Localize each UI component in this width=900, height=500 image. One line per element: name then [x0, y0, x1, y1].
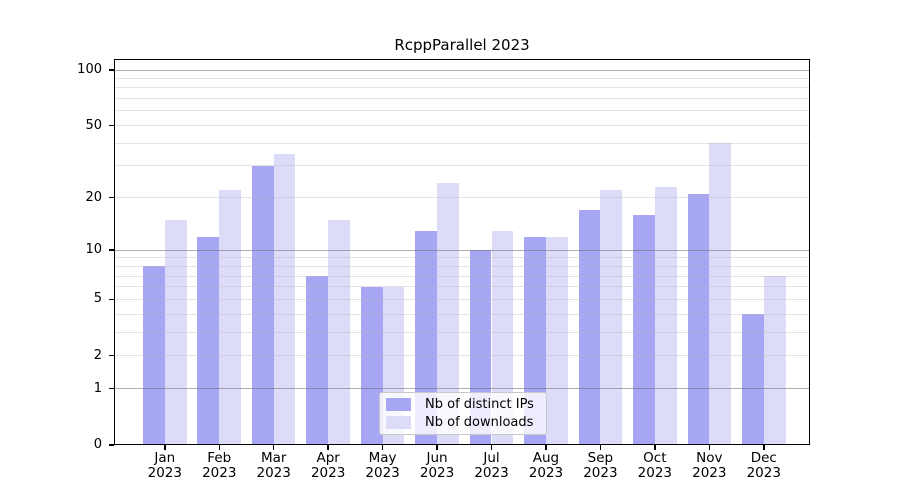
bar-downloads-aug: [545, 236, 568, 445]
x-tick-label-apr: Apr 2023: [310, 450, 346, 481]
x-tick-label-mar: Mar 2023: [256, 450, 291, 481]
gridline-minor-8: [114, 265, 810, 267]
x-tick-mark-aug: [545, 445, 547, 450]
x-tick-mark-nov: [708, 445, 711, 450]
y-tick-mark-50: [109, 124, 114, 127]
legend-swatch-downloads: [386, 415, 411, 429]
gridline-minor-2: [114, 355, 810, 357]
bar-downloads-jun: [437, 183, 459, 445]
gridline-minor-5: [114, 298, 810, 300]
y-tick-label-100: 100: [77, 62, 102, 77]
x-tick-label-sep: Sep 2023: [583, 450, 618, 481]
gridline-minor-20: [114, 197, 810, 199]
x-tick-mark-mar: [272, 445, 275, 450]
x-tick-mark-dec: [763, 445, 765, 450]
y-tick-label-10: 10: [85, 242, 102, 258]
gridline-minor-60: [114, 110, 810, 112]
x-tick-mark-sep: [599, 445, 602, 450]
bar-distinct-ips-oct: [633, 214, 655, 445]
gridline-minor-7: [114, 275, 810, 277]
bar-distinct-ips-jun: [415, 230, 438, 445]
legend-item-distinct-ips: Nb of distinct IPs: [386, 397, 540, 412]
bar-distinct-ips-sep: [578, 210, 601, 445]
gridline-minor-9: [114, 257, 810, 259]
y-tick-mark-10: [109, 249, 114, 251]
y-tick-mark-20: [109, 196, 114, 199]
y-tick-mark-1: [109, 387, 114, 390]
y-tick-label-0: 0: [93, 437, 102, 452]
x-tick-label-dec: Dec 2023: [746, 450, 781, 481]
y-tick-mark-5: [109, 298, 114, 301]
bar-downloads-dec: [763, 276, 786, 445]
gridline-minor-80: [114, 87, 810, 89]
y-tick-label-1: 1: [93, 380, 102, 396]
bar-distinct-ips-dec: [741, 314, 764, 445]
grid-layer: [114, 59, 810, 445]
bar-downloads-nov: [709, 143, 732, 445]
y-tick-mark-100: [109, 69, 114, 71]
bar-downloads-mar: [273, 153, 296, 445]
bar-distinct-ips-feb: [197, 236, 220, 445]
y-tick-label-20: 20: [85, 189, 102, 205]
legend: Nb of distinct IPs Nb of downloads: [379, 392, 547, 435]
x-tick-mark-jul: [490, 445, 493, 450]
y-tick-label-2: 2: [93, 347, 102, 363]
bar-distinct-ips-apr: [306, 276, 329, 445]
x-tick-label-aug: Aug 2023: [528, 450, 564, 481]
x-tick-mark-apr: [327, 445, 329, 450]
x-tick-label-jul: Jul 2023: [474, 450, 509, 481]
gridline-major-1: [114, 388, 810, 390]
y-tick-label-5: 5: [93, 291, 102, 307]
chart-title: RcppParallel 2023: [394, 36, 530, 54]
bar-downloads-jul: [491, 230, 514, 445]
bar-distinct-ips-mar: [251, 165, 274, 445]
gridline-major-10: [114, 249, 810, 251]
x-tick-label-oct: Oct 2023: [637, 450, 673, 481]
legend-item-downloads: Nb of downloads: [386, 415, 540, 430]
gridline-minor-90: [114, 77, 810, 79]
x-tick-mark-may: [381, 445, 384, 450]
legend-swatch-distinct-ips: [386, 398, 411, 412]
x-tick-mark-jan: [164, 445, 166, 450]
gridline-minor-4: [114, 313, 810, 315]
y-tick-mark-2: [109, 354, 114, 357]
y-tick-label-50: 50: [85, 117, 102, 133]
x-tick-label-feb: Feb 2023: [202, 450, 237, 481]
gridline-major-100: [114, 69, 810, 71]
legend-label-downloads: Nb of downloads: [425, 414, 534, 430]
x-tick-label-nov: Nov 2023: [692, 450, 727, 481]
legend-label-distinct-ips: Nb of distinct IPs: [425, 397, 534, 413]
bar-downloads-sep: [600, 190, 623, 445]
x-tick-label-jan: Jan 2023: [147, 450, 182, 481]
gridline-minor-70: [114, 98, 810, 100]
bar-distinct-ips-jan: [143, 266, 165, 445]
gridline-minor-30: [114, 165, 810, 167]
gridline-minor-3: [114, 331, 810, 333]
plot-area: Nb of distinct IPs Nb of downloads: [114, 59, 810, 445]
x-tick-mark-jun: [436, 445, 438, 450]
bar-distinct-ips-may: [360, 286, 383, 445]
gridline-minor-50: [114, 125, 810, 127]
x-tick-mark-feb: [218, 445, 220, 450]
bar-distinct-ips-nov: [687, 193, 710, 445]
gridline-minor-40: [114, 142, 810, 144]
x-tick-label-may: May 2023: [365, 450, 400, 481]
bar-downloads-oct: [654, 186, 677, 445]
x-tick-mark-oct: [654, 445, 656, 450]
bar-downloads-feb: [219, 190, 242, 445]
y-tick-mark-0: [109, 444, 114, 446]
gridline-minor-6: [114, 286, 810, 288]
x-tick-label-jun: Jun 2023: [419, 450, 455, 481]
